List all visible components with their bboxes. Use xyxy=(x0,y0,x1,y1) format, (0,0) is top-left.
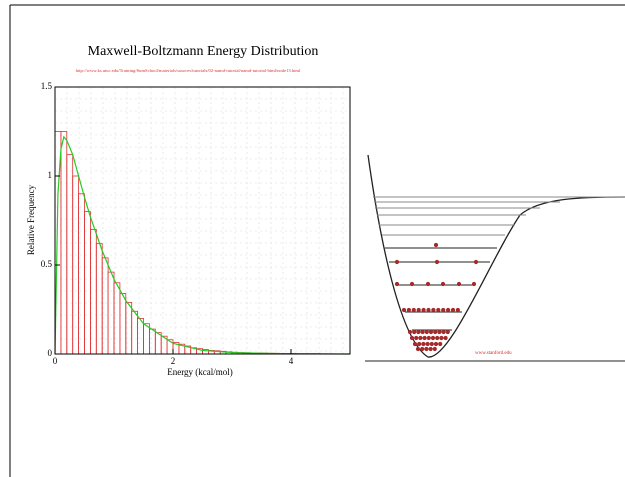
particle xyxy=(395,282,399,286)
particle xyxy=(433,347,437,351)
particle xyxy=(431,308,435,312)
particle xyxy=(446,308,450,312)
particle xyxy=(422,308,426,312)
x-axis-label: Energy (kcal/mol) xyxy=(167,367,233,377)
x-tick-label: 4 xyxy=(289,356,294,366)
particle xyxy=(439,336,443,340)
particle xyxy=(418,336,422,340)
particle xyxy=(425,330,429,334)
particle xyxy=(451,308,455,312)
particle xyxy=(412,308,416,312)
chart-title: Maxwell-Boltzmann Energy Distribution xyxy=(88,44,319,59)
particle xyxy=(456,308,460,312)
particle xyxy=(429,330,433,334)
particle xyxy=(402,308,406,312)
particle xyxy=(442,330,446,334)
particle xyxy=(416,347,420,351)
particle xyxy=(434,243,438,247)
particle xyxy=(407,308,411,312)
particle xyxy=(427,336,431,340)
y-tick-label: 1 xyxy=(48,170,53,180)
particle xyxy=(433,330,437,334)
particle xyxy=(436,308,440,312)
particle xyxy=(446,330,450,334)
particle xyxy=(417,308,421,312)
particle xyxy=(435,336,439,340)
particle xyxy=(414,336,418,340)
chart-subtitle: http://www.ks.uiuc.edu/Training/SumSchoo… xyxy=(76,68,301,73)
particle xyxy=(426,308,430,312)
particle xyxy=(457,282,461,286)
particle xyxy=(410,336,414,340)
potential-well-diagram: www.stanford.edu xyxy=(365,155,625,361)
particle xyxy=(426,282,430,286)
y-tick-label: 0 xyxy=(48,348,53,358)
particle xyxy=(426,342,430,346)
particle xyxy=(410,282,414,286)
credit: www.stanford.edu xyxy=(475,351,512,356)
particle xyxy=(412,330,416,334)
particle xyxy=(421,342,425,346)
particle xyxy=(472,282,476,286)
x-tick-label: 0 xyxy=(53,356,58,366)
particle xyxy=(424,347,428,351)
particle xyxy=(408,330,412,334)
well-curve xyxy=(368,155,625,357)
particle xyxy=(423,336,427,340)
particle xyxy=(431,336,435,340)
particle xyxy=(437,330,441,334)
x-tick-label: 2 xyxy=(171,356,176,366)
particle xyxy=(435,260,439,264)
particle xyxy=(474,260,478,264)
particle xyxy=(417,342,421,346)
slide: Maxwell-Boltzmann Energy Distribution ht… xyxy=(0,0,625,477)
particle xyxy=(441,282,445,286)
histogram-chart: Maxwell-Boltzmann Energy Distribution ht… xyxy=(26,44,350,377)
particle xyxy=(434,342,438,346)
particle xyxy=(438,342,442,346)
particle xyxy=(416,330,420,334)
particle xyxy=(429,347,433,351)
particle xyxy=(395,260,399,264)
particle xyxy=(430,342,434,346)
y-axis-label: Relative Frequency xyxy=(26,184,36,255)
particle xyxy=(441,308,445,312)
particle xyxy=(421,330,425,334)
particle xyxy=(444,336,448,340)
y-tick-label: 1.5 xyxy=(41,81,53,91)
y-tick-label: 0.5 xyxy=(41,259,53,269)
particle xyxy=(420,347,424,351)
particle xyxy=(413,342,417,346)
